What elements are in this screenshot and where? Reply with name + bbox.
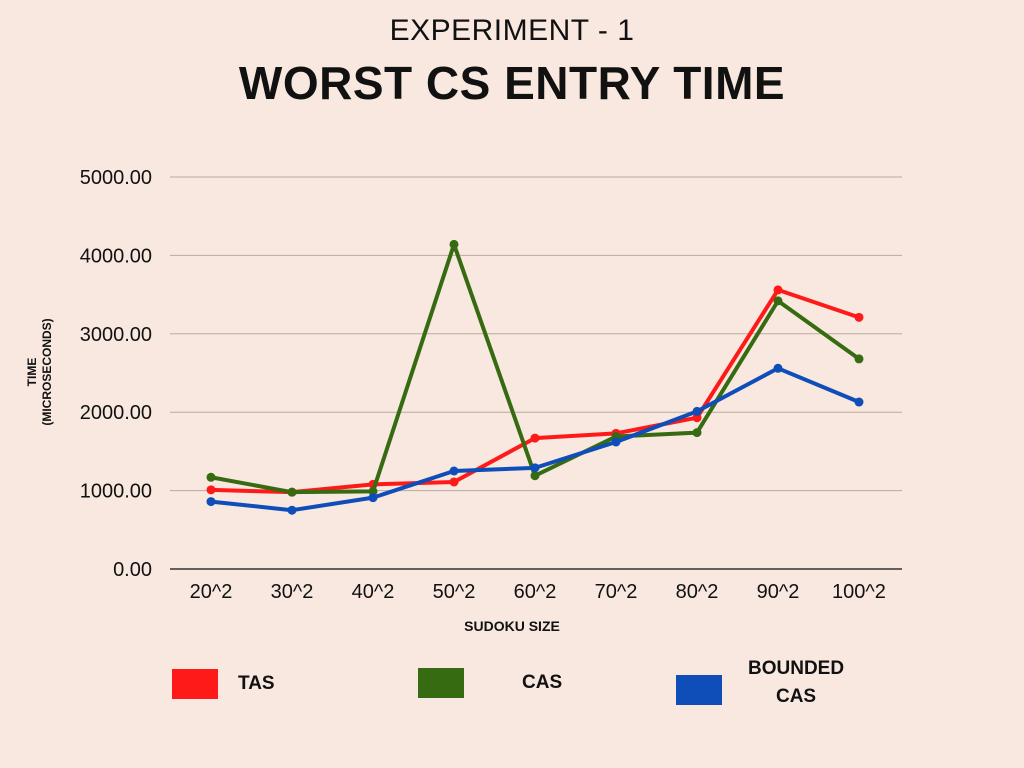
data-point-tas: [206, 485, 216, 495]
data-point-cas: [530, 471, 540, 481]
gridlines: [170, 176, 902, 570]
data-point-bounded-cas: [449, 466, 459, 476]
series-line-tas: [209, 287, 861, 495]
x-tick-label: 70^2: [595, 581, 638, 603]
y-axis-label: TIME: [25, 358, 39, 387]
data-point-cas: [368, 486, 378, 496]
x-tick-label: 80^2: [676, 581, 719, 603]
data-point-cas: [206, 472, 216, 482]
data-point-bounded-cas: [773, 363, 783, 373]
y-axis-label-unit: (MICROSECONDS): [40, 318, 54, 425]
y-tick-label: 1000.00: [80, 481, 152, 503]
data-point-cas: [854, 354, 864, 364]
x-tick-label: 50^2: [433, 581, 476, 603]
y-tick-label: 5000.00: [80, 167, 152, 189]
y-tick-label: 0.00: [113, 559, 152, 581]
data-point-tas: [854, 312, 864, 322]
y-tick-label: 3000.00: [80, 324, 152, 346]
data-point-bounded-cas: [692, 406, 702, 416]
x-tick-label: 30^2: [271, 581, 314, 603]
x-tick-label: 60^2: [514, 581, 557, 603]
data-point-bounded-cas: [854, 397, 864, 407]
legend-item-tas: TAS: [172, 669, 275, 699]
legend-item-bounded-cas: BOUNDED CAS: [676, 655, 844, 711]
x-tick-label: 100^2: [832, 581, 886, 603]
data-point-bounded-cas: [206, 497, 216, 507]
data-point-cas: [773, 296, 783, 306]
data-point-tas: [692, 413, 702, 423]
legend-swatch-cas: [418, 668, 464, 698]
data-point-cas: [287, 487, 297, 497]
data-point-tas: [449, 477, 459, 487]
data-point-tas: [530, 433, 540, 443]
legend-label-bounded-line2: CAS: [775, 686, 817, 707]
legend-label-tas: TAS: [238, 673, 275, 694]
legend-item-cas: CAS: [418, 668, 562, 698]
chart-title: WORST CS ENTRY TIME: [238, 57, 786, 109]
data-point-tas: [773, 285, 783, 295]
legend-swatch-bounded-cas: [676, 675, 722, 705]
data-point-bounded-cas: [368, 493, 378, 503]
legend-label-bounded-cas: BOUNDED CAS: [748, 655, 844, 711]
series-cas: [206, 239, 864, 497]
x-axis-label: SUDOKU SIZE: [464, 618, 560, 634]
series-bounded-cas: [206, 363, 864, 515]
x-tick-labels: 20^2 30^2 40^2 50^2 60^2 70^2 80^2 90^2 100^2: [190, 581, 886, 603]
data-point-bounded-cas: [611, 437, 621, 447]
legend-swatch-tas: [172, 669, 218, 699]
series-line-cas: [209, 242, 861, 495]
x-tick-label: 90^2: [757, 581, 800, 603]
data-point-cas: [692, 428, 702, 438]
chart-subtitle: EXPERIMENT - 1: [389, 14, 635, 47]
y-tick-label: 4000.00: [80, 245, 152, 267]
x-tick-label: 20^2: [190, 581, 233, 603]
series-lines: [206, 239, 864, 515]
x-tick-label: 40^2: [352, 581, 395, 603]
data-point-bounded-cas: [287, 505, 297, 515]
data-point-cas: [449, 239, 459, 249]
y-tick-labels: 0.00 1000.00 2000.00 3000.00 4000.00 5000.00: [80, 167, 152, 581]
data-point-bounded-cas: [530, 463, 540, 473]
y-tick-label: 2000.00: [80, 402, 152, 424]
legend-label-bounded-line1: BOUNDED: [748, 658, 845, 679]
legend-label-cas: CAS: [522, 672, 563, 693]
